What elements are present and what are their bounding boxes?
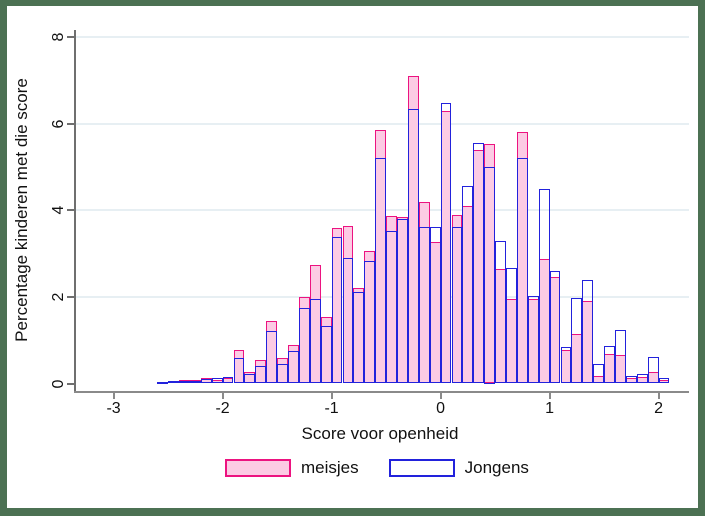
- histogram-bar-jongens: [375, 158, 387, 384]
- histogram-bar-jongens: [386, 230, 397, 384]
- x-tick-2: [657, 393, 660, 399]
- histogram-bar-jongens: [549, 271, 561, 384]
- legend-label-meisjes: meisjes: [301, 458, 359, 477]
- histogram-bar-jongens: [625, 375, 637, 384]
- histogram-bar-jongens: [168, 381, 179, 384]
- y-tick-label-8: 8: [50, 32, 67, 42]
- legend-label-jongens: Jongens: [464, 458, 529, 477]
- y-axis-title: Percentage kinderen met die score: [12, 78, 31, 342]
- x-tick-label--2: -2: [215, 400, 230, 417]
- legend-swatch-meisjes: [225, 459, 291, 477]
- x-axis-title: Score voor openheid: [301, 424, 459, 443]
- histogram-bar-jongens: [636, 373, 648, 384]
- legend-swatch-jongens: [388, 459, 455, 477]
- histogram-bar-jongens: [309, 299, 321, 384]
- histogram-bar-jongens: [298, 307, 310, 384]
- x-tick-label--3: -3: [106, 400, 121, 417]
- histogram-bar-jongens: [233, 357, 245, 384]
- histogram-bar-jongens: [353, 291, 365, 384]
- y-tick-label-4: 4: [50, 205, 67, 215]
- histogram-bar-jongens: [157, 382, 169, 385]
- y-tick-4: [67, 209, 74, 212]
- histogram-bar-jongens: [495, 240, 506, 384]
- histogram-bar-jongens: [342, 257, 354, 384]
- histogram-bar-jongens: [244, 373, 256, 384]
- histogram-bar-jongens: [538, 188, 550, 384]
- histogram-bar-jongens: [288, 350, 299, 384]
- histogram-bar-jongens: [473, 143, 485, 384]
- histogram-bar-jongens: [179, 381, 190, 384]
- histogram-bar-jongens: [604, 346, 615, 384]
- histogram-bar-jongens: [658, 377, 670, 384]
- histogram-bar-jongens: [255, 366, 267, 384]
- gridline-y8: [75, 36, 689, 39]
- histogram-bar-jongens: [451, 226, 463, 384]
- x-tick-label--1: -1: [324, 400, 339, 417]
- histogram-bar-jongens: [462, 186, 474, 384]
- histogram-bar-jongens: [266, 330, 278, 384]
- y-tick-8: [67, 36, 74, 39]
- x-tick--2: [221, 393, 224, 399]
- histogram-bar-jongens: [407, 108, 419, 384]
- histogram-bar-jongens: [429, 226, 441, 384]
- x-tick--3: [112, 393, 115, 399]
- histogram-bar-jongens: [331, 237, 343, 384]
- histogram-bar-jongens: [222, 376, 234, 384]
- histogram-bar-jongens: [189, 380, 201, 384]
- graph-canvas: 0 2 4 6 8 -3 -2 -1 0 1 2 Percentage kinderen met d…: [7, 6, 698, 508]
- y-tick-label-6: 6: [50, 119, 67, 129]
- y-tick-label-0: 0: [50, 379, 67, 388]
- gridline-y6: [75, 122, 689, 125]
- histogram-bar-jongens: [506, 268, 517, 384]
- histogram-bar-jongens: [647, 357, 659, 384]
- y-tick-0: [67, 382, 74, 385]
- histogram-bar-jongens: [593, 363, 605, 384]
- histogram-bar-jongens: [320, 325, 332, 384]
- x-tick-0: [439, 393, 442, 399]
- x-tick-label-2: 2: [654, 400, 664, 417]
- x-tick-1: [548, 393, 551, 399]
- histogram-bar-jongens: [418, 226, 430, 384]
- y-axis-line: [74, 30, 76, 393]
- histogram-bar-jongens: [560, 346, 572, 384]
- histogram-bar-jongens: [582, 279, 594, 384]
- histogram-bar-jongens: [200, 379, 212, 384]
- histogram-bar-jongens: [571, 298, 583, 384]
- histogram-bar-jongens: [615, 330, 626, 384]
- y-tick-6: [67, 122, 74, 125]
- histogram-bar-jongens: [397, 218, 408, 384]
- y-tick-2: [67, 295, 74, 298]
- x-tick--1: [330, 393, 333, 399]
- legend: meisjes Jongens: [225, 458, 529, 478]
- x-tick-label-0: 0: [436, 400, 446, 417]
- x-axis-line: [74, 391, 689, 393]
- histogram-bar-jongens: [211, 378, 223, 384]
- histogram-bar-jongens: [484, 167, 496, 384]
- x-tick-label-1: 1: [545, 400, 555, 417]
- histogram-bar-jongens: [364, 261, 376, 384]
- histogram-bar-jongens: [527, 296, 539, 384]
- histogram-bar-jongens: [440, 102, 452, 384]
- histogram-bar-jongens: [516, 158, 528, 384]
- y-tick-label-2: 2: [50, 292, 67, 302]
- histogram-bar-jongens: [277, 364, 288, 384]
